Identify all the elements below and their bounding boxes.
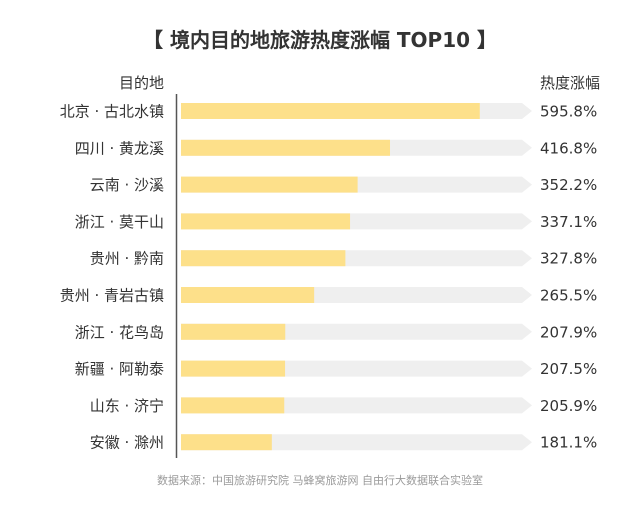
category-axis-label: 目的地 xyxy=(119,74,164,92)
bar xyxy=(181,287,315,303)
category-label: 北京 · 古北水镇 xyxy=(60,103,164,121)
value-label: 207.9% xyxy=(540,323,597,341)
value-label: 265.5% xyxy=(540,287,597,305)
bar xyxy=(181,323,286,340)
value-label: 205.9% xyxy=(540,397,597,415)
category-label: 新疆 · 阿勒泰 xyxy=(75,360,164,378)
bar xyxy=(181,176,358,193)
value-label: 416.8% xyxy=(540,139,597,157)
value-label: 327.8% xyxy=(540,250,597,268)
value-label: 207.5% xyxy=(540,360,597,378)
bar xyxy=(181,360,286,377)
source-note: 数据来源：中国旅游研究院 马蜂窝旅游网 自由行大数据联合实验室 xyxy=(157,474,483,487)
category-label: 浙江 · 莫干山 xyxy=(75,213,164,231)
category-label: 贵州 · 黔南 xyxy=(90,250,164,268)
chart-title: 【 境内目的地旅游热度涨幅 TOP10 】 xyxy=(142,28,498,52)
value-label: 595.8% xyxy=(540,103,597,121)
category-label: 山东 · 济宁 xyxy=(90,397,164,415)
bar xyxy=(181,434,272,451)
bar xyxy=(181,103,480,119)
bar xyxy=(181,213,351,230)
value-axis-label: 热度涨幅 xyxy=(540,74,600,92)
value-label: 337.1% xyxy=(540,213,597,231)
value-label: 352.2% xyxy=(540,176,597,194)
category-label: 安徽 · 滁州 xyxy=(90,434,164,452)
category-label: 云南 · 沙溪 xyxy=(90,176,164,194)
category-label: 贵州 · 青岩古镇 xyxy=(60,287,164,305)
bar xyxy=(181,139,391,156)
bars-group: 北京 · 古北水镇 595.8% 四川 · 黄龙溪 416.8% 云南 · 沙溪 352.… xyxy=(60,103,598,452)
category-label: 四川 · 黄龙溪 xyxy=(75,139,164,157)
value-label: 181.1% xyxy=(540,434,597,452)
category-label: 浙江 · 花鸟岛 xyxy=(75,323,164,341)
bar xyxy=(181,250,346,267)
bar xyxy=(181,397,285,414)
